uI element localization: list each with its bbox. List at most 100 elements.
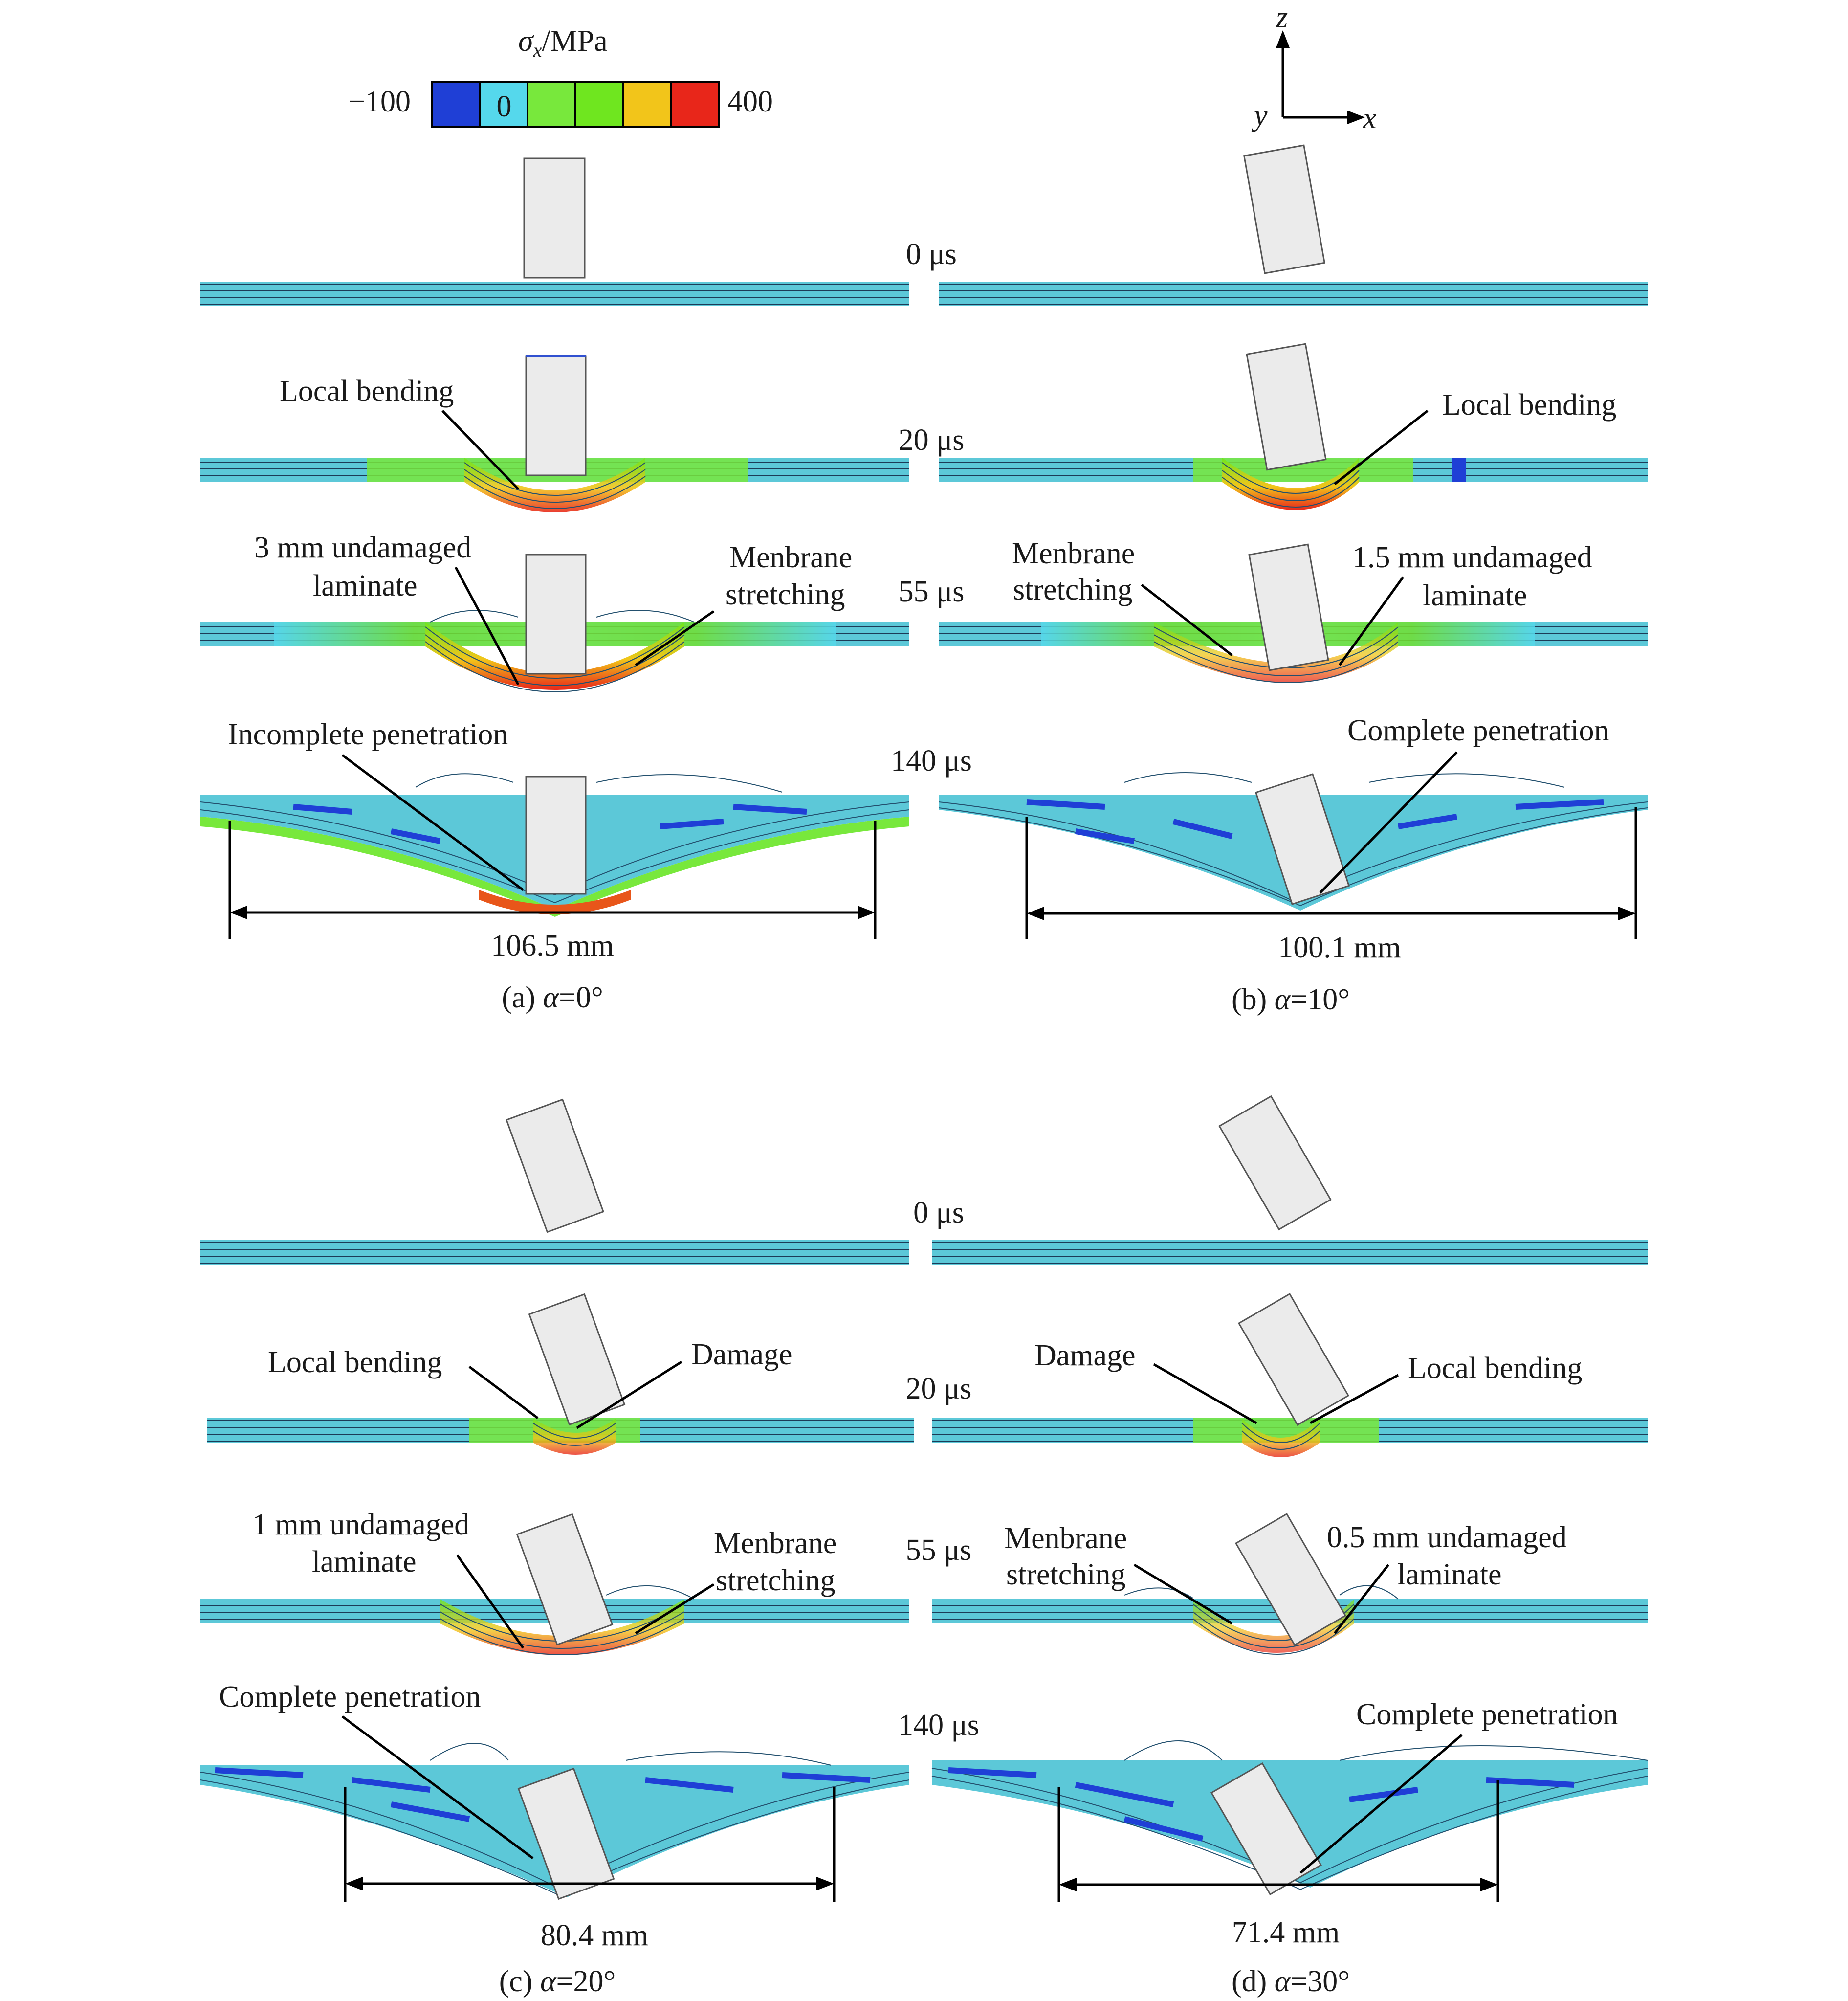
projectile: [516, 1513, 614, 1646]
time-label-0us-bottom: 0 μs: [913, 1196, 964, 1229]
z-arrow-icon: [1276, 30, 1290, 48]
projectile: [1218, 1095, 1332, 1231]
leader-line: [635, 1583, 715, 1635]
panel-c-140us: Complete penetration 80.4 mm: [200, 1680, 910, 1952]
label-membrane-line1-d: Menbrane: [1004, 1522, 1127, 1555]
panel-c-0us: [200, 1098, 909, 1265]
colorbar-cells: [431, 81, 720, 128]
panel-b: Local bending Menbrane stretching 1.5 mm…: [938, 144, 1648, 1016]
dimension-line-a: [228, 821, 877, 939]
label-undamaged-line2-c: laminate: [312, 1545, 416, 1579]
projectile: [517, 1767, 615, 1900]
leader-line: [1338, 576, 1405, 666]
panel-d-0us: [932, 1095, 1648, 1265]
projectile: [523, 157, 586, 279]
projectile: [1246, 343, 1327, 471]
axis-z-label: z: [1276, 1, 1288, 34]
time-label-55us-top: 55 μs: [899, 575, 965, 608]
label-membrane-line2-b: stretching: [1013, 573, 1133, 606]
colorbar-cell: [431, 81, 481, 128]
projectile: [1248, 543, 1329, 671]
time-label-0us-top: 0 μs: [906, 238, 957, 271]
label-undamaged-line1-a: 3 mm undamaged: [254, 531, 471, 564]
label-damage-c: Damage: [691, 1338, 792, 1371]
colorbar-max-label: 400: [727, 85, 773, 118]
label-membrane-line2-a: stretching: [726, 578, 845, 611]
axis-x-label: x: [1363, 102, 1377, 135]
leader-line: [456, 1554, 525, 1649]
label-membrane-line1-a: Menbrane: [729, 541, 852, 574]
time-label-20us-top: 20 μs: [899, 423, 965, 457]
caption-c: (c) α=20°: [499, 1965, 616, 1998]
label-membrane-line2-d: stretching: [1006, 1558, 1126, 1591]
colorbar-zero-label: 0: [497, 90, 512, 123]
leader-line: [468, 1366, 539, 1419]
projectile: [1234, 1513, 1347, 1646]
leader-line: [1334, 1564, 1389, 1634]
label-membrane-line1-b: Menbrane: [1012, 537, 1135, 570]
time-label-55us-bottom: 55 μs: [906, 1534, 972, 1567]
dimension-line-d: [1057, 1780, 1499, 1902]
leader-line: [1319, 751, 1458, 894]
label-damage-d: Damage: [1034, 1339, 1136, 1372]
panel-d-140us: Complete penetration 71.4 mm: [931, 1698, 1648, 1949]
label-complete-penetration-d: Complete penetration: [1356, 1698, 1618, 1731]
panel-a-140us: Incomplete penetration 106.5 mm: [200, 718, 910, 962]
leader-line: [576, 1360, 682, 1429]
label-local-bending-a: Local bending: [280, 375, 454, 408]
label-complete-penetration-b: Complete penetration: [1347, 714, 1609, 747]
label-undamaged-line2-b: laminate: [1423, 579, 1527, 612]
panel-b-140us: Complete penetration 100.1 mm: [938, 714, 1648, 964]
panel-a-55us: 3 mm undamaged laminate Menbrane stretch…: [200, 531, 909, 692]
panel-b-20us: Local bending: [939, 343, 1648, 510]
dimension-value-d: 71.4 mm: [1232, 1916, 1340, 1949]
time-label-140us-top: 140 μs: [891, 744, 972, 778]
laminate-plate: [200, 1240, 909, 1265]
label-incomplete-penetration: Incomplete penetration: [228, 718, 508, 751]
caption-d: (d) α=30°: [1232, 1965, 1350, 1998]
colorbar: σx/MPa −100 0 400: [348, 24, 773, 128]
panel-c: Local bending Damage 1 mm undamaged lami…: [200, 1098, 914, 1998]
label-undamaged-line2-d: laminate: [1397, 1558, 1501, 1591]
colorbar-cell: [574, 81, 624, 128]
leader-line: [341, 754, 524, 891]
laminate-plate: [200, 282, 909, 306]
label-membrane-line1-c: Menbrane: [714, 1527, 836, 1560]
time-labels: 0 μs 20 μs 55 μs 140 μs 0 μs 20 μs 55 μs…: [891, 238, 979, 1742]
projectile: [1255, 773, 1350, 905]
caption-a: (a) α=0°: [502, 981, 603, 1014]
label-undamaged-line1-c: 1 mm undamaged: [252, 1508, 469, 1541]
projectile: [525, 776, 587, 895]
projectile: [528, 1293, 626, 1426]
projectile: [506, 1098, 604, 1233]
leader-line: [341, 1715, 534, 1860]
panel-a-0us: [200, 157, 909, 306]
label-local-bending-c: Local bending: [268, 1346, 442, 1379]
panel-d: Damage Local bending Menbrane stretching…: [931, 1095, 1648, 1998]
axis-y-label: y: [1251, 99, 1268, 132]
time-label-20us-bottom: 20 μs: [906, 1372, 972, 1405]
label-undamaged-line2-a: laminate: [313, 569, 417, 602]
caption-b: (b) α=10°: [1232, 983, 1350, 1016]
panel-b-55us: Menbrane stretching 1.5 mm undamaged lam…: [939, 537, 1648, 683]
arrow-right-icon: [1480, 1878, 1498, 1891]
dimension-line-b: [1025, 807, 1637, 939]
arrow-left-icon: [1059, 1878, 1077, 1891]
panel-c-55us: 1 mm undamaged laminate Menbrane stretch…: [200, 1508, 909, 1655]
colorbar-cell: [479, 81, 528, 128]
leader-line: [441, 410, 519, 490]
leader-line: [454, 566, 520, 686]
leader-line: [1141, 584, 1233, 656]
panel-c-20us: Local bending Damage: [207, 1293, 914, 1455]
arrow-right-icon: [1618, 907, 1636, 920]
label-undamaged-line1-d: 0.5 mm undamaged: [1327, 1521, 1567, 1554]
label-undamaged-line1-b: 1.5 mm undamaged: [1352, 541, 1592, 574]
label-membrane-line2-c: stretching: [716, 1564, 836, 1597]
colorbar-min-label: −100: [348, 85, 411, 118]
label-local-bending-d: Local bending: [1408, 1352, 1582, 1385]
panel-a: Local bending 3 mm undamaged laminate Me…: [200, 157, 910, 1014]
projectile: [525, 554, 587, 675]
colorbar-cell: [670, 81, 720, 128]
arrow-right-icon: [858, 906, 875, 919]
